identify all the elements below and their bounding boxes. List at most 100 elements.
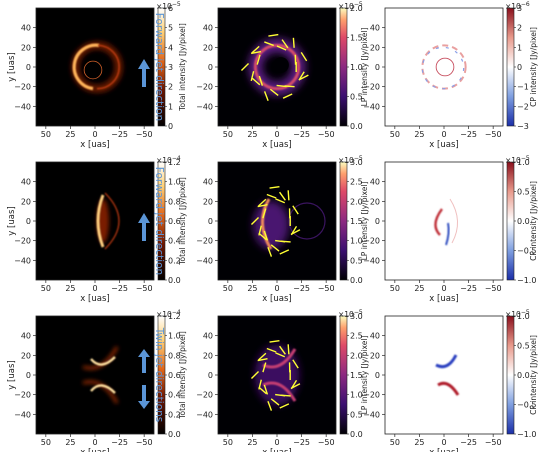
colorbar-multiplier: ×10−6 — [505, 1, 530, 11]
jet-annotation: Forward jet direction — [138, 167, 165, 275]
evpa-tick — [275, 239, 286, 243]
x-tick-label: 0 — [274, 438, 279, 447]
evpa-tick — [282, 93, 293, 99]
colorbar-label: LP intensity [Jy/pixel] — [360, 28, 369, 107]
colorbar-tick-label: −1 — [517, 83, 529, 92]
plot-area — [36, 8, 154, 126]
colorbar — [506, 161, 515, 281]
x-tick-label: −25 — [293, 130, 310, 139]
panel-linear-polarization-row2: 50 25 0 −25 −50 40 20 0 −20 −40 x [uas] 0.0 0.5 1.0 1.… — [196, 309, 369, 452]
x-tick-label: 25 — [247, 130, 257, 139]
x-tick-label: 0 — [92, 284, 97, 293]
x-tick-label: −25 — [111, 438, 128, 447]
y-tick-label: 20 — [21, 351, 31, 360]
x-tick-label: 0 — [441, 130, 446, 139]
colorbar-multiplier: ×10−5 — [338, 155, 363, 165]
colorbar-multiplier: ×10−4 — [156, 309, 181, 319]
y-tick-label: 0 — [26, 63, 31, 72]
colorbar-tick-label: 1.5 — [350, 371, 363, 380]
evpa-tick — [275, 393, 286, 397]
x-tick-label: −50 — [485, 130, 502, 139]
evpa-tick — [258, 386, 267, 395]
cp-red-lobe — [434, 208, 443, 236]
colorbar-multiplier: ×10−5 — [156, 1, 181, 11]
colorbar — [339, 161, 348, 281]
evpa-tick — [264, 41, 274, 47]
colorbar-tick-label: 1.5 — [350, 34, 363, 43]
colorbar-tick-label: 2.5 — [350, 332, 363, 341]
bowtie-lower-bright — [90, 384, 116, 394]
evpa-tick — [292, 359, 299, 369]
evpa-tick — [287, 344, 290, 355]
y-tick-label: −40 — [14, 410, 31, 419]
evpa-tick — [250, 216, 260, 226]
colorbar-tick-label: 0.0 — [517, 217, 530, 226]
colorbar-tick-label: 3.0 — [350, 158, 363, 167]
colorbar-tick-label: 0.5 — [517, 188, 530, 197]
inner-ring — [83, 60, 103, 80]
x-tick-label: 0 — [92, 130, 97, 139]
colorbar-tick-label: 0.0 — [168, 276, 181, 285]
emission — [434, 198, 458, 246]
jet-annotation-label: Twin jet directions — [153, 327, 165, 423]
colorbar-tick-label: −1.0 — [517, 276, 536, 285]
x-tick-label: −25 — [460, 130, 477, 139]
lp-bowtie-lower — [262, 381, 297, 402]
evpa-tick — [251, 77, 261, 86]
crescent-bright — [96, 194, 105, 248]
colorbar-tick-label: 3 — [517, 4, 522, 13]
x-tick-label: −50 — [485, 284, 502, 293]
colorbar-tick-label: 1.2 — [168, 312, 181, 321]
colorbar-tick-label: 5 — [168, 24, 173, 33]
colorbar-tick-label: 0.0 — [350, 122, 363, 131]
evpa-tick — [258, 352, 267, 361]
y-tick-label: −20 — [14, 391, 31, 400]
colorbar-tick-label: 0.0 — [350, 430, 363, 439]
y-axis-label: y [uas] — [7, 360, 17, 389]
colorbar-tick-label: 2 — [168, 83, 173, 92]
plot-area — [385, 162, 503, 280]
colorbar — [506, 7, 515, 127]
lp-ring — [253, 43, 301, 91]
evpa-tick — [240, 62, 250, 72]
lp-outer-arc — [288, 202, 326, 240]
evpa-tick — [287, 190, 290, 201]
colorbar-tick-label: 0.2 — [168, 410, 181, 419]
panel-total-intensity-row1: 50 25 0 −25 −50 40 20 0 −20 −40 x [uas] y [uas] 0.0 0… — [7, 155, 187, 304]
cp-blue-upper — [435, 354, 458, 369]
colorbar-tick-label: 0.6 — [168, 371, 181, 380]
x-tick-label: 50 — [390, 438, 400, 447]
x-tick-label: −50 — [136, 130, 153, 139]
jet-arrow-up — [138, 213, 150, 241]
y-tick-label: 0 — [208, 63, 213, 72]
colorbar — [506, 315, 515, 435]
evpa-tick — [275, 352, 286, 358]
evpa-tick — [263, 230, 269, 241]
colorbar-tick-label: −3 — [517, 122, 529, 131]
jet-annotation: Twin jet directions — [138, 327, 165, 423]
x-tick-label: 50 — [41, 130, 51, 139]
colorbar-tick-label: 1.0 — [350, 237, 363, 246]
colorbar-tick-label: 1.0 — [517, 312, 530, 321]
colorbar — [339, 7, 348, 127]
evpa-tick — [276, 45, 287, 51]
y-tick-label: −40 — [196, 102, 213, 111]
crescent-outer-arc — [104, 192, 120, 250]
x-tick-label: −50 — [485, 438, 502, 447]
x-tick-label: −25 — [111, 284, 128, 293]
colorbar-tick-label: −0.5 — [517, 247, 536, 256]
plot-area — [385, 316, 503, 434]
colorbar-label: CP intensity [Jy/pixel] — [529, 181, 538, 261]
colorbar-tick-label: 2.0 — [350, 4, 363, 13]
y-tick-label: −20 — [363, 391, 380, 400]
lp-bowtie-upper — [262, 348, 297, 369]
panel-total-intensity-row0: 50 25 0 −25 −50 40 20 0 −20 −40 x [uas] y [uas] 0 1 2 3… — [7, 1, 187, 150]
colorbar-multiplier: ×10−4 — [156, 155, 181, 165]
y-tick-label: −40 — [363, 410, 380, 419]
x-axis-label: x [uas] — [429, 140, 458, 150]
x-tick-label: 0 — [441, 438, 446, 447]
colorbar-tick-label: 1.0 — [517, 158, 530, 167]
x-tick-label: 0 — [92, 438, 97, 447]
x-tick-label: −50 — [318, 284, 335, 293]
